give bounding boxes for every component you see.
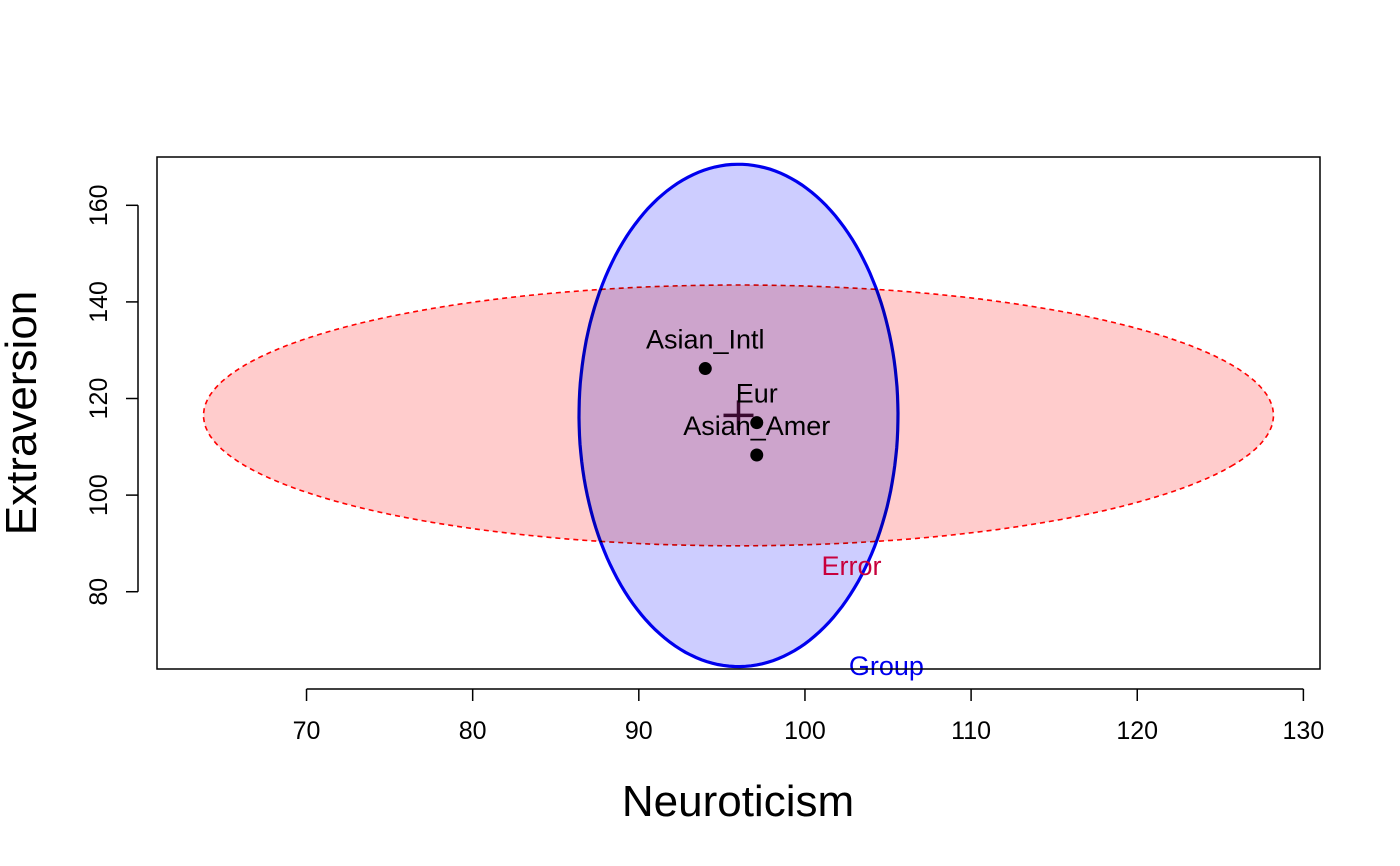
- x-tick-label-90: 90: [625, 717, 653, 745]
- point-asian-intl: [698, 362, 712, 376]
- y-tick-label-140: 140: [85, 281, 113, 323]
- x-tick-label-110: 110: [951, 717, 991, 745]
- point-asian-amer: [750, 448, 764, 462]
- x-tick-label-130: 130: [1283, 717, 1325, 745]
- y-tick-label-120: 120: [85, 378, 113, 420]
- y-tick-label-160: 160: [85, 184, 113, 226]
- x-tick-label-100: 100: [784, 717, 826, 745]
- point-eur: [750, 416, 764, 430]
- x-tick-label-80: 80: [459, 717, 487, 745]
- grand-mean-marker: [723, 400, 754, 431]
- point-label-asian-intl: Asian_Intl: [646, 325, 765, 355]
- x-tick-label-70: 70: [293, 717, 321, 745]
- point-label-eur: Eur: [736, 379, 778, 409]
- y-tick-label-100: 100: [85, 474, 113, 516]
- ellipse-label-error: Error: [821, 551, 881, 581]
- plot-frame: [156, 156, 1321, 670]
- axes-layer: 70 80 90 100 110 120 130 80 100 120 140 160: [85, 156, 1325, 745]
- y-tick-label-80: 80: [85, 578, 113, 606]
- x-axis-title: Neuroticism: [622, 777, 854, 826]
- y-axis-title: Extraversion: [0, 291, 46, 536]
- x-tick-label-120: 120: [1116, 717, 1158, 745]
- ellipse-label-group: Group: [849, 651, 924, 681]
- point-label-asian-amer: Asian_Amer: [683, 411, 830, 441]
